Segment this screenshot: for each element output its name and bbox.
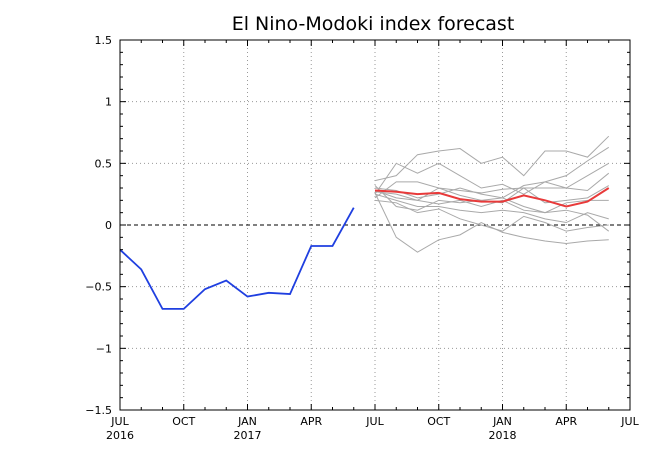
ensemble-member-line xyxy=(374,187,609,214)
y-tick-label: 0.5 xyxy=(95,157,113,170)
x-tick-label: JUL xyxy=(620,415,639,428)
x-tick-label: JUL xyxy=(365,415,384,428)
y-tick-label: −0.5 xyxy=(85,281,112,294)
chart-title: El Nino-Modoki index forecast xyxy=(232,13,515,35)
x-year-label: 2018 xyxy=(489,429,517,442)
x-tick-label: JAN xyxy=(492,415,512,428)
y-tick-label: −1.5 xyxy=(85,404,112,417)
x-year-label: 2017 xyxy=(234,429,262,442)
x-tick-label: JAN xyxy=(237,415,257,428)
ensemble-member-line xyxy=(374,199,609,232)
y-tick-label: 0 xyxy=(105,219,112,232)
ensemble-member-line xyxy=(374,192,609,253)
ensemble-member-line xyxy=(374,135,610,182)
y-axis: −1.5 −1 −0.5 0 0.5 1 1.5 xyxy=(85,34,630,417)
ensemble-member-line xyxy=(374,162,610,199)
observed-layer xyxy=(119,207,355,310)
ensemble-member-line xyxy=(374,172,610,201)
ensemble-member-line xyxy=(374,189,610,232)
observed-index-line xyxy=(119,207,355,310)
x-tick-label: OCT xyxy=(427,415,450,428)
x-tick-label: APR xyxy=(555,415,577,428)
x-tick-label: JUL xyxy=(110,415,129,428)
x-tick-label: APR xyxy=(300,415,322,428)
ensemble-member-line xyxy=(374,193,609,224)
x-tick-label: OCT xyxy=(172,415,195,428)
ensemble-mean-layer xyxy=(374,187,610,208)
y-tick-label: −1 xyxy=(96,342,112,355)
x-year-label: 2016 xyxy=(106,429,134,442)
ensemble-member-line xyxy=(374,146,610,195)
y-tick-label: 1.5 xyxy=(95,34,113,47)
y-tick-label: 1 xyxy=(105,96,112,109)
ensemble-mean-line xyxy=(374,187,610,208)
